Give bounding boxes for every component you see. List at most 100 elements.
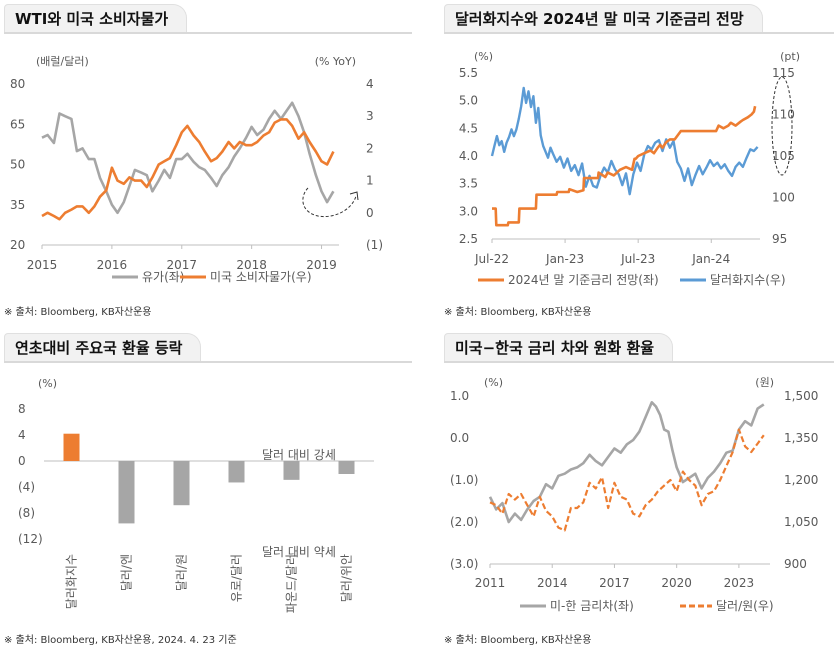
annotation-arrowhead	[349, 191, 359, 201]
right-axis-tick-label: 1,200	[784, 473, 818, 487]
series-line-rate-spread	[488, 401, 765, 524]
right-axis-tick-label: 1,350	[784, 431, 818, 445]
series-line-oil	[41, 101, 335, 215]
left-axis-unit: (배럴/달러)	[36, 55, 89, 68]
left-axis-tick-label: 5.0	[459, 94, 478, 108]
left-axis-tick-label: 20	[10, 238, 25, 252]
panel-title: 연초대비 주요국 환율 등락	[4, 333, 202, 361]
left-axis-tick-label: 3.0	[459, 204, 478, 218]
left-axis-tick-label: (3.0)	[450, 557, 478, 571]
y-axis-tick-label: (8)	[18, 506, 35, 520]
x-axis-tick-label: 2017	[166, 258, 197, 272]
y-axis-tick-label: 4	[18, 428, 26, 442]
x-axis-tick-label: 2023	[724, 576, 755, 590]
bar-2	[118, 461, 135, 524]
legend-label: 달러화지수(우)	[710, 273, 786, 287]
category-label: 달러/원	[175, 554, 189, 591]
left-axis-tick-label: 65	[10, 117, 25, 131]
chart-dxy-rate: (%) (pt) 2.5 3.0 3.5 4.0 4.5 5.0 5.5 95 100 105 110 1…	[459, 50, 800, 287]
series-line-dollar-index	[490, 86, 759, 196]
right-axis-tick-label: 2	[366, 141, 374, 155]
series-line-rate-forecast	[492, 105, 757, 227]
x-axis-tick-label: 2020	[661, 576, 692, 590]
annotation-arrow	[302, 187, 357, 218]
left-axis-tick-label: (1.0)	[450, 473, 478, 487]
bar-3	[173, 461, 190, 506]
right-axis-tick-label: 3	[366, 109, 374, 123]
left-axis-tick-label: 4.0	[459, 149, 478, 163]
right-axis-unit: (pt)	[780, 50, 800, 63]
series-line-cpi	[41, 118, 335, 221]
left-axis-tick-label: (2.0)	[450, 515, 478, 529]
left-axis-unit: (%)	[484, 376, 503, 389]
bar-4	[228, 461, 245, 483]
annotation-weak: 달러 대비 약세	[262, 544, 336, 559]
legend-label: 2024년 말 기준금리 전망(좌)	[508, 273, 659, 287]
right-axis-tick-label: 110	[772, 108, 795, 122]
legend-label: 유가(좌)	[142, 270, 184, 284]
right-axis-tick-label: 95	[772, 232, 787, 246]
x-axis-tick-label: Jan-23	[545, 252, 584, 266]
chart-wti-cpi: (배럴/달러) (% YoY) 20 35 50 65 80 (1) 0 1 2 3 4 2015 2016…	[10, 55, 383, 284]
left-axis-tick-label: 2.5	[459, 232, 478, 246]
source-note: ※ 출처: Bloomberg, KB자산운용, 2024. 4. 23 기준	[4, 635, 237, 646]
left-axis-unit: (%)	[474, 50, 493, 63]
y-axis-tick-label: (12)	[18, 532, 43, 546]
chart-spread-krw: (%) (원) (3.0) (2.0) (1.0) 0.0 1.0 900 1,050 1,200…	[450, 376, 818, 613]
left-axis-tick-label: 5.5	[459, 66, 478, 80]
x-axis-tick-label: 2018	[236, 258, 267, 272]
left-axis-tick-label: 50	[10, 158, 25, 172]
panel-wti-cpi: WTI와 미국 소비자물가 (배럴/달러) (% YoY) 20 35 50 65 80 (1…	[4, 4, 416, 320]
y-axis-unit: (%)	[38, 377, 57, 390]
title-divider	[444, 32, 834, 34]
title-divider	[444, 361, 834, 363]
panel-title: WTI와 미국 소비자물가	[4, 4, 188, 32]
right-axis-tick-label: 105	[772, 149, 795, 163]
category-label: 달러/위안	[340, 554, 354, 602]
x-axis-tick-label: Jul-23	[620, 252, 655, 266]
category-label: 파운드/달러	[285, 554, 299, 613]
category-label: 달러/엔	[120, 554, 134, 591]
right-axis-tick-label: 1	[366, 174, 374, 188]
category-label: 달러화지수	[65, 554, 79, 609]
left-axis-tick-label: 3.5	[459, 177, 478, 191]
right-axis-tick-label: (1)	[366, 238, 383, 252]
left-axis-tick-label: 0.0	[450, 431, 469, 445]
right-axis-tick-label: 0	[366, 206, 374, 220]
x-axis-tick-label: 2019	[306, 258, 337, 272]
x-axis-tick-label: 2017	[599, 576, 630, 590]
annotation-strong: 달러 대비 강세	[262, 448, 336, 462]
left-axis-tick-label: 1.0	[450, 389, 469, 403]
right-axis-tick-label: 1,500	[784, 389, 818, 403]
y-axis-tick-label: 0	[18, 454, 26, 468]
bar-6	[338, 461, 355, 474]
x-axis-tick-label: Jan-24	[691, 252, 730, 266]
title-divider	[4, 32, 412, 34]
x-axis-tick-label: 2014	[537, 576, 568, 590]
y-axis-tick-label: 8	[18, 402, 26, 416]
right-axis-tick-label: 115	[772, 66, 795, 80]
legend-label: 미-한 금리차(좌)	[550, 599, 634, 613]
category-label: 유로/달러	[230, 554, 244, 602]
left-axis-tick-label: 80	[10, 77, 25, 91]
source-note: ※ 출처: Bloomberg, KB자산운용	[4, 307, 152, 318]
title-divider	[4, 361, 412, 363]
right-axis-unit: (% YoY)	[315, 55, 356, 68]
panel-fx-ytd: 연초대비 주요국 환율 등락 (%) 8 4 0 (4) (8) (12) 달러화지수 달러/엔…	[4, 333, 416, 649]
y-axis-tick-label: (4)	[18, 480, 35, 494]
left-axis-tick-label: 4.5	[459, 121, 478, 135]
right-axis-tick-label: 1,050	[784, 515, 818, 529]
right-axis-tick-label: 100	[772, 191, 795, 205]
x-axis-tick-label: 2011	[475, 576, 506, 590]
source-note: ※ 출처: Bloomberg, KB자산운용	[444, 635, 592, 646]
panel-title: 달러화지수와 2024년 말 미국 기준금리 전망	[444, 4, 763, 32]
chart-fx-ytd: (%) 8 4 0 (4) (8) (12) 달러화지수 달러/엔 달러/원 유로/달러 파운드/달러…	[18, 377, 374, 613]
source-note: ※ 출처: Bloomberg, KB자산운용	[444, 307, 592, 318]
bar-1	[63, 433, 80, 461]
panel-dxy-rate: 달러화지수와 2024년 말 미국 기준금리 전망 (%) (pt) 2.5 3.0 3…	[444, 4, 840, 320]
panel-spread-krw: 미국−한국 금리 차와 원화 환율 (%) (원) (3.0) (2.0) (1.0) 0…	[444, 333, 840, 649]
x-axis-tick-label: 2016	[97, 258, 128, 272]
panel-title: 미국−한국 금리 차와 원화 환율	[444, 333, 674, 361]
bar-5	[283, 461, 300, 480]
right-axis-tick-label: 4	[366, 77, 374, 91]
